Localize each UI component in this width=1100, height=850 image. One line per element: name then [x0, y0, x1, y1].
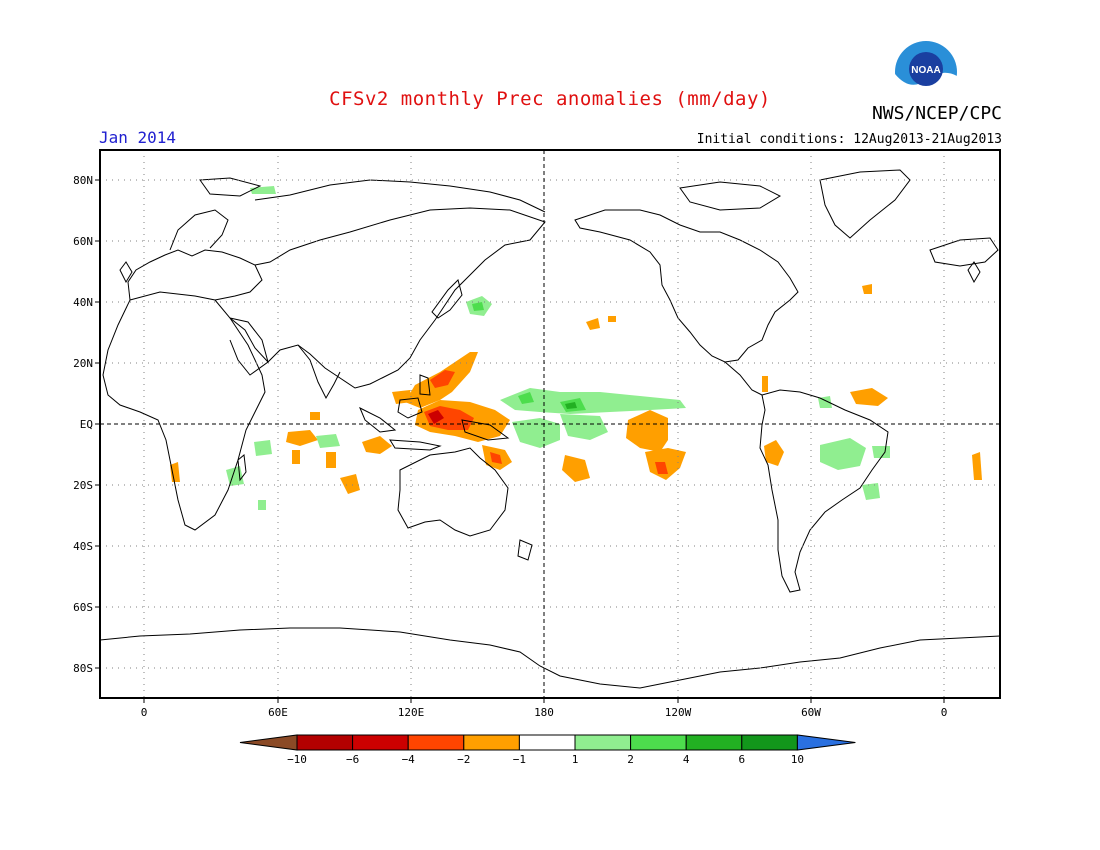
initial-conditions: Initial conditions: 12Aug2013-21Aug2013	[696, 132, 1002, 147]
lat-label: 20N	[73, 357, 93, 370]
lon-label: 60E	[268, 706, 288, 719]
colorbar-label: −1	[513, 753, 526, 766]
noaa-logo: NOAA	[895, 41, 957, 104]
colorbar-label: −2	[457, 753, 470, 766]
lat-label: 20S	[73, 479, 93, 492]
colorbar: −10 −6 −4 −2 −1 1 2 4 6 10	[239, 734, 856, 766]
lat-label: 60S	[73, 601, 93, 614]
anomaly-shading	[170, 186, 982, 510]
colorbar-bin	[741, 734, 798, 751]
forecast-period: Jan 2014	[99, 128, 177, 147]
colorbar-bin	[630, 734, 687, 751]
colorbar-label: −10	[287, 753, 307, 766]
lat-label: 40S	[73, 540, 93, 553]
lon-label: 120E	[398, 706, 425, 719]
lat-axis: 80N 60N 40N 20N EQ 20S 40S 60S 80S	[73, 174, 93, 675]
lon-label: 120W	[665, 706, 692, 719]
lon-label: 0	[941, 706, 948, 719]
colorbar-bin	[352, 734, 409, 751]
colorbar-label: 1	[572, 753, 579, 766]
lon-label: 60W	[801, 706, 821, 719]
colorbar-label: −6	[346, 753, 359, 766]
lat-ticks	[95, 179, 100, 669]
lat-label: EQ	[80, 418, 93, 431]
svg-text:NOAA: NOAA	[911, 65, 940, 76]
colorbar-label: −4	[402, 753, 416, 766]
colorbar-bin	[574, 734, 632, 751]
equator-dateline	[100, 150, 1000, 698]
map-title: CFSv2 monthly Prec anomalies (mm/day)	[329, 88, 771, 110]
lat-label: 80S	[73, 662, 93, 675]
graticule	[100, 150, 1000, 698]
lat-label: 40N	[73, 296, 93, 309]
colorbar-bin	[407, 734, 465, 751]
colorbar-arrow-low	[239, 734, 298, 751]
colorbar-label: 6	[738, 753, 745, 766]
colorbar-bin	[518, 734, 576, 751]
colorbar-bin	[296, 734, 354, 751]
lon-label: 180	[534, 706, 554, 719]
colorbar-bin	[463, 734, 520, 751]
lat-label: 60N	[73, 235, 93, 248]
colorbar-label: 4	[683, 753, 690, 766]
lon-ticks	[143, 698, 945, 703]
lat-label: 80N	[73, 174, 93, 187]
colorbar-label: 2	[627, 753, 634, 766]
lon-axis: 0 60E 120E 180 120W 60W 0	[141, 706, 948, 719]
colorbar-bin	[685, 734, 743, 751]
agency-label: NWS/NCEP/CPC	[871, 103, 1002, 124]
colorbar-label: 10	[791, 753, 804, 766]
colorbar-arrow-high	[796, 734, 856, 751]
lon-label: 0	[141, 706, 148, 719]
